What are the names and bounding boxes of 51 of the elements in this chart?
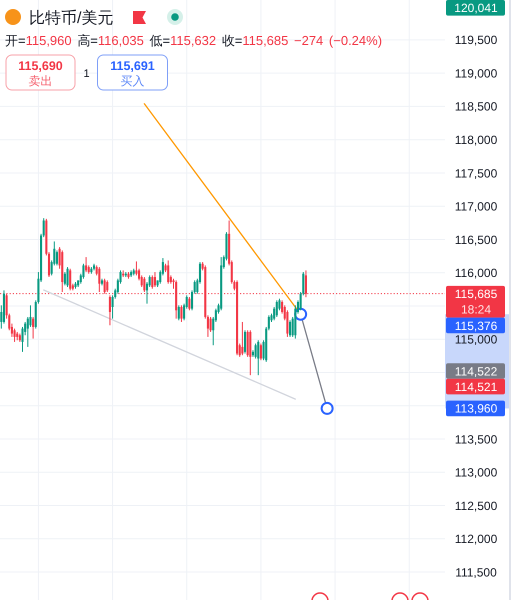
y-tick-label: 113,000 xyxy=(454,466,498,480)
text: 113,960 xyxy=(454,402,498,416)
candlestick xyxy=(82,263,84,280)
candlestick xyxy=(151,274,154,290)
candlestick xyxy=(241,321,244,356)
y-tick-label: 116,500 xyxy=(454,232,498,247)
annotation: 115,691 xyxy=(110,59,155,73)
y-tick-label: 113,500 xyxy=(454,432,498,446)
text: 开=115,960 高=116,035 低=115,632 收=115,685 −274 (−0.24%) xyxy=(5,33,382,48)
annotation: 115,690 xyxy=(18,59,63,73)
y-tick-label: 116,000 xyxy=(454,266,498,280)
y-tick-label: 119,000 xyxy=(454,66,498,80)
text: 18:24 xyxy=(460,302,492,317)
y-tick-label: 117,500 xyxy=(454,166,498,180)
ref-line-label: 115,685 xyxy=(454,286,498,301)
candlestick xyxy=(85,256,88,273)
text: 115,376 xyxy=(454,318,498,333)
y-tick-label: 112,500 xyxy=(454,498,498,513)
candlestick xyxy=(167,260,170,284)
annotation: 买入 xyxy=(120,74,144,88)
candlestick xyxy=(288,320,292,338)
candlestick xyxy=(260,343,262,361)
candlestick xyxy=(254,343,257,360)
candlestick xyxy=(286,310,288,338)
candlestick xyxy=(32,316,34,340)
text: 比特币/美元 xyxy=(29,9,114,27)
y-tick-label: 112,000 xyxy=(454,532,498,546)
candlestick xyxy=(276,300,278,318)
y-tick-label: 118,500 xyxy=(454,100,498,114)
candlestick xyxy=(178,304,180,321)
text: 114,521 xyxy=(454,380,498,394)
text: 114,522 xyxy=(454,364,498,378)
annotation: 1 xyxy=(83,68,90,80)
annotation: 卖出 xyxy=(28,74,52,88)
y-tick-label: 111,500 xyxy=(455,565,498,580)
candlestick xyxy=(188,296,190,311)
candlestick xyxy=(180,304,182,322)
candlestick xyxy=(244,330,246,354)
candlestick xyxy=(257,340,260,376)
y-tick-label: 117,000 xyxy=(454,200,498,214)
candlestick xyxy=(69,268,72,291)
text: 120,041 xyxy=(454,1,498,16)
y-tick-label: 119,500 xyxy=(454,33,498,48)
candlestick xyxy=(154,272,156,288)
y-tick-label: 115,000 xyxy=(454,332,498,347)
y-tick-label: 118,000 xyxy=(454,132,498,147)
candlestick xyxy=(66,266,69,288)
candlestick xyxy=(246,330,249,358)
candlestick xyxy=(64,272,66,286)
candlestick xyxy=(106,280,108,293)
candlestick xyxy=(21,326,24,352)
